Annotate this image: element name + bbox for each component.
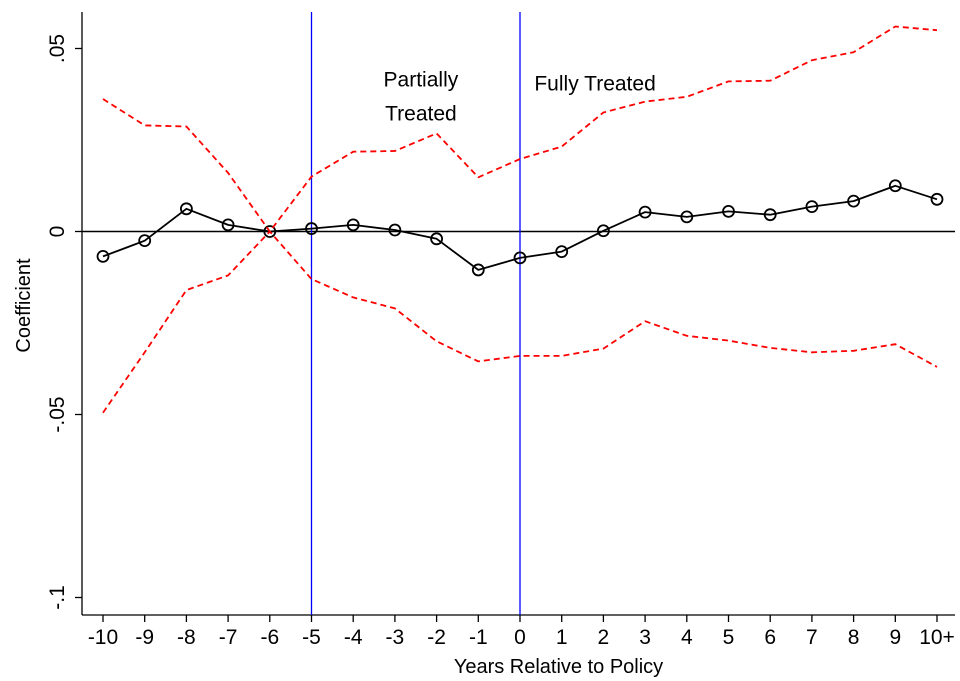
coefficient-point [138,234,152,248]
upper-ci-line [102,25,938,233]
coefficient-point [555,245,569,259]
x-tick-label: 7 [806,626,818,649]
coefficient-point [96,249,110,263]
x-tick-label: 0 [514,626,526,649]
coefficient-line [102,184,938,271]
coefficient-point [680,210,694,224]
y-tick-label: -.05 [46,396,69,432]
y-tick-label: -.1 [46,585,69,610]
coefficient-point [930,192,944,206]
y-tick-label: .05 [46,34,69,63]
x-tick-label: 2 [598,626,610,649]
coefficient-point [263,225,277,238]
lower-ci-line [102,230,938,414]
coefficient-point [722,204,735,218]
x-tick-label: -3 [386,626,405,649]
coefficient-point [805,200,819,214]
coefficient-point [388,223,402,237]
coefficient-point [888,179,902,193]
coefficient-point [597,224,610,238]
series [96,25,944,414]
annotation-text: Fully Treated [534,72,655,95]
coefficient-point [763,208,777,222]
coefficient-point [471,263,485,277]
x-tick-label: -10 [88,626,118,649]
x-tick-label: 10+ [919,626,955,649]
x-tick-label: -9 [135,626,154,649]
tick-labels: -.1-.050.05-10 -9 -8 -7 -6 -5 -4 -3 -2 -1 0 1 2 3 4 5 6 7… [46,34,955,649]
axes [75,12,955,622]
annotation-text: Partially [384,69,459,92]
x-tick-label: -5 [302,626,321,649]
x-tick-label: -6 [260,626,279,649]
coefficient-point [221,218,235,232]
y-axis-title: Coefficient [13,258,35,353]
x-tick-label: 5 [723,626,735,649]
x-tick-label: -7 [219,626,238,649]
y-tick-label: 0 [46,226,69,238]
coefficient-point [513,251,527,265]
x-tick-label: -2 [427,626,446,649]
x-tick-label: 3 [639,626,651,649]
reference-lines [82,12,955,615]
x-tick-label: 4 [681,626,693,649]
coefficient-point [179,202,193,216]
x-tick-label: 8 [848,626,860,649]
x-tick-label: -4 [344,626,363,649]
coefficient-point [430,232,444,246]
x-tick-label: 1 [556,626,568,649]
x-tick-label: -1 [469,626,488,649]
x-tick-label: -8 [177,626,196,649]
annotations: Partially Treated Fully Treated [384,69,656,126]
coefficient-point [847,194,860,208]
x-tick-label: 9 [889,626,901,649]
annotation-text: Treated [385,103,457,126]
x-axis-title: Years Relative to Policy [454,656,663,678]
coefficient-point [638,205,652,219]
x-tick-label: 6 [764,626,776,649]
coefficient-point [305,222,318,235]
coefficient-point [346,218,360,232]
